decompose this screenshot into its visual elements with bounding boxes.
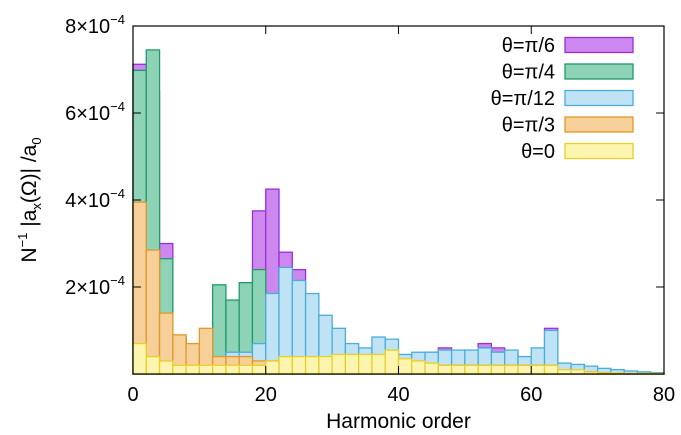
bar-s4-h20 — [265, 360, 280, 375]
bar-s4-h56 — [504, 364, 519, 375]
y-axis-label-exp: −1 — [15, 233, 30, 248]
legend-swatch-2 — [564, 89, 634, 107]
x-tick-label-2: 40 — [387, 384, 409, 406]
legend: θ=π/6 θ=π/4 θ=π/12 θ=π/3 θ=0 — [491, 35, 634, 163]
y-tick-label-3: 8×10−4 — [65, 12, 125, 38]
legend-label-0: θ=π/6 — [502, 35, 555, 57]
legend-label-3: θ=π/3 — [502, 115, 555, 137]
bar-s4-h64 — [557, 368, 572, 375]
bar-s4-h0 — [132, 342, 147, 375]
bar-s4-h12 — [211, 364, 227, 375]
x-tick-label-0: 0 — [127, 384, 138, 406]
bar-s4-h28 — [318, 355, 333, 375]
bar-s4-h18 — [251, 364, 267, 375]
bar-s4-h60 — [530, 364, 546, 375]
bar-s4-h48 — [450, 364, 466, 375]
bar-s4-h8 — [185, 364, 201, 375]
bar-s4-h50 — [464, 364, 479, 375]
x-axis-label: Harmonic order — [326, 410, 471, 433]
bar-s4-h10 — [198, 364, 214, 375]
bar-s4-h14 — [225, 364, 240, 375]
bar-s4-h26 — [304, 355, 320, 375]
legend-label-1: θ=π/4 — [502, 62, 555, 84]
bar-s3-h2 — [145, 249, 161, 375]
bar-s4-h38 — [384, 349, 400, 375]
ticks-layer: 0 20 40 60 80 2×10−4 4×10−4 6×10−4 8×10−4 — [65, 12, 675, 406]
bar-s4-h6 — [172, 364, 187, 375]
bar-s4-h44 — [424, 362, 439, 375]
bar-s4-h16 — [238, 364, 254, 375]
bar-s4-h2 — [145, 355, 161, 375]
y-axis-label: N−1 |ax(Ω)| /a0 — [15, 137, 44, 262]
y-tick-label-1: 4×10−4 — [65, 186, 125, 212]
legend-label-4: θ=0 — [521, 141, 555, 163]
y-axis-label-mid2: (Ω)| /a — [18, 144, 41, 203]
bar-s4-h62 — [543, 364, 559, 375]
x-tick-label-1: 20 — [255, 384, 277, 406]
x-tick-label-3: 60 — [520, 384, 542, 406]
y-axis-label-mid: |a — [18, 209, 41, 232]
bar-s4-h52 — [477, 364, 493, 375]
bar-s4-h4 — [158, 360, 174, 375]
bar-s4-h46 — [437, 364, 453, 375]
bar-s4-h32 — [344, 353, 360, 375]
bar-s4-h22 — [278, 355, 293, 375]
bar-s4-h36 — [371, 353, 386, 375]
legend-label-2: θ=π/12 — [491, 88, 555, 110]
bar-s4-h30 — [331, 353, 347, 375]
bar-s4-h66 — [570, 368, 586, 375]
bar-s4-h42 — [411, 360, 426, 375]
legend-swatch-1 — [564, 63, 634, 80]
bar-s4-h24 — [291, 355, 307, 375]
legend-swatch-3 — [564, 116, 634, 133]
y-axis-label-sub1: x — [29, 203, 44, 210]
y-tick-label-2: 6×10−4 — [65, 99, 125, 125]
y-axis-label-sub2: 0 — [29, 137, 44, 144]
bar-s4-h58 — [517, 364, 532, 375]
legend-swatch-0 — [564, 36, 634, 54]
bar-s4-h54 — [490, 364, 506, 375]
x-tick-label-4: 80 — [653, 384, 675, 406]
bar-s4-h34 — [358, 353, 373, 375]
y-tick-label-0: 2×10−4 — [65, 273, 125, 299]
y-axis-label-main: N — [18, 247, 41, 262]
bar-s4-h40 — [397, 358, 413, 375]
legend-swatch-4 — [564, 142, 634, 160]
